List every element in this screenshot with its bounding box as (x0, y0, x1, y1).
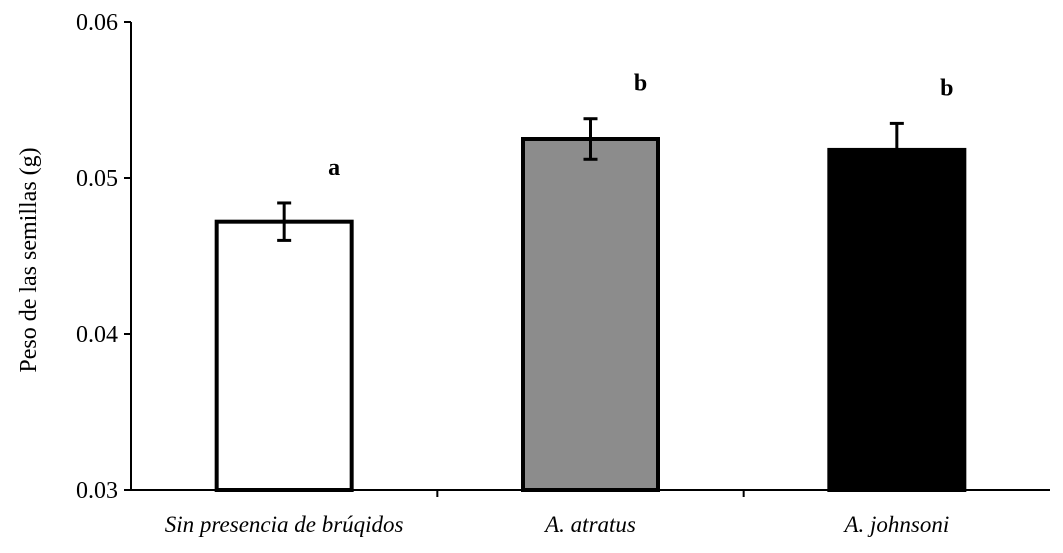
significance-label: b (634, 71, 647, 97)
category-label: A. johnsoni (842, 512, 949, 537)
bar (827, 147, 967, 492)
y-axis-title: Peso de las semillas (g) (16, 147, 42, 372)
bars: a b b (214, 71, 967, 492)
category-label: A. atratus (543, 512, 636, 537)
y-ticks: 0.03 0.04 0.05 0.06 (76, 10, 131, 504)
significance-label: a (328, 155, 340, 181)
bar (214, 219, 354, 492)
category-label: Sin presencia de brúqidos (165, 512, 404, 537)
bar (521, 137, 660, 492)
y-tick-label: 0.05 (76, 166, 118, 192)
y-tick-label: 0.03 (76, 478, 118, 504)
significance-label: b (940, 75, 953, 101)
x-categories: Sin presencia de brúqidos A. atratus A. jo… (165, 490, 949, 537)
y-tick-label: 0.04 (76, 322, 118, 348)
y-tick-label: 0.06 (76, 10, 118, 36)
